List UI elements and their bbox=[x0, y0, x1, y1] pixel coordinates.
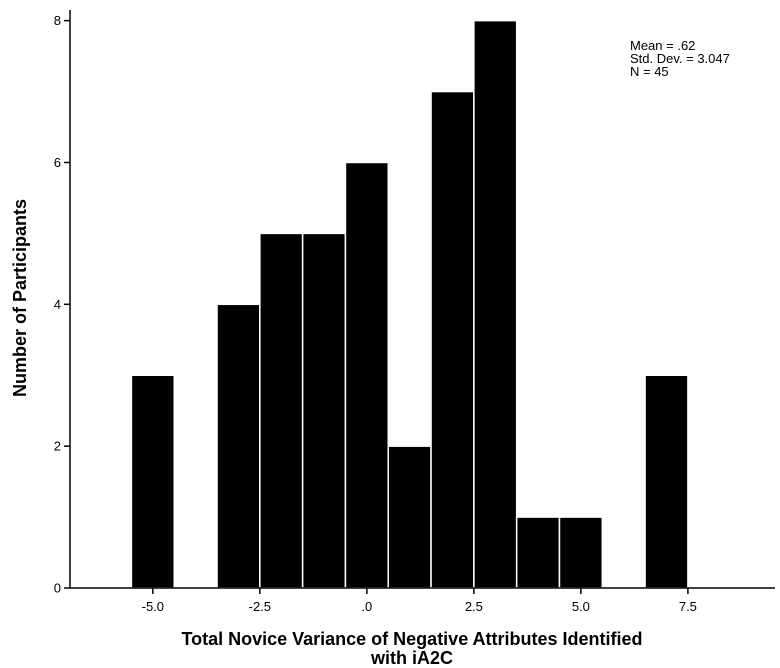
x-tick-label-4: 5.0 bbox=[572, 599, 590, 614]
histogram-bars bbox=[130, 19, 689, 589]
y-tick-label-4: 8 bbox=[54, 13, 61, 28]
x-tick-label-0: -5.0 bbox=[142, 599, 164, 614]
histogram-bar-9 bbox=[558, 516, 604, 589]
histogram-bar-0 bbox=[130, 374, 175, 589]
histogram-bar-2 bbox=[259, 232, 304, 589]
histogram-bar-3 bbox=[301, 232, 347, 589]
y-tick-label-3: 6 bbox=[54, 155, 61, 170]
y-tick-label-0: 0 bbox=[54, 581, 61, 596]
x-axis-label-line-2: with iA2C bbox=[370, 648, 453, 668]
x-tick-label-2: .0 bbox=[361, 599, 372, 614]
y-tick-label-2: 4 bbox=[54, 297, 61, 312]
x-tick-label-3: 2.5 bbox=[465, 599, 483, 614]
x-axis-ticks: -5.0 -2.5 .0 2.5 5.0 7.5 bbox=[142, 588, 697, 614]
x-tick-label-5: 7.5 bbox=[679, 599, 697, 614]
y-tick-label-1: 2 bbox=[54, 439, 61, 454]
stats-box: Mean = .62 Std. Dev. = 3.047 N = 45 bbox=[630, 38, 730, 79]
histogram-bar-8 bbox=[515, 516, 561, 589]
y-axis-label: Number of Participants bbox=[10, 199, 30, 397]
histogram-bar-10 bbox=[644, 374, 689, 589]
histogram-bar-5 bbox=[387, 445, 432, 589]
stats-mean: Mean = .62 bbox=[630, 38, 695, 53]
histogram-bar-6 bbox=[430, 90, 475, 589]
stats-std-dev: Std. Dev. = 3.047 bbox=[630, 51, 730, 66]
histogram-bar-1 bbox=[216, 303, 261, 589]
x-axis-label-line-1: Total Novice Variance of Negative Attrib… bbox=[181, 629, 642, 649]
stats-n: N = 45 bbox=[630, 64, 669, 79]
histogram-bar-4 bbox=[344, 161, 390, 589]
histogram-bar-7 bbox=[473, 19, 518, 589]
x-tick-label-1: -2.5 bbox=[249, 599, 271, 614]
y-axis-ticks: 0 2 4 6 8 bbox=[54, 13, 70, 596]
